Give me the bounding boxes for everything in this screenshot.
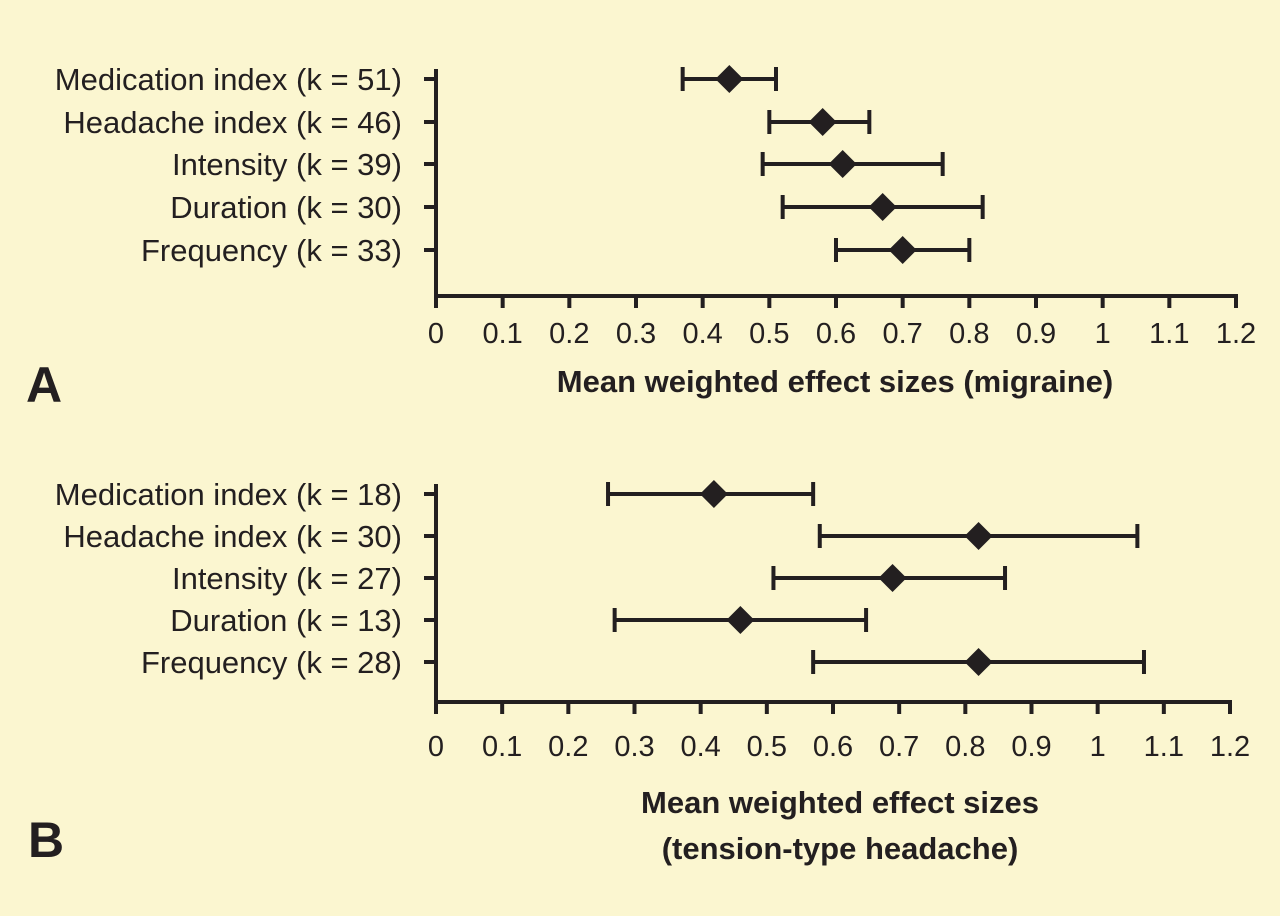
effect-size-diamond bbox=[715, 65, 744, 93]
panel-b-tension-type-headache: 0 0.1 0.2 0.3 0.4 0.5 0.6 0.7 0.8 0.9 1 1.1 1.2 Medic… bbox=[28, 477, 1250, 868]
x-tick-label: 0.5 bbox=[747, 731, 787, 763]
x-tick-label: 0.9 bbox=[1011, 731, 1051, 763]
category-label: Intensity (k = 27) bbox=[172, 561, 402, 596]
panel-a-migraine: 0 0.1 0.2 0.3 0.4 0.5 0.6 0.7 0.8 0.9 1 1.1 1.2 Medic… bbox=[26, 62, 1256, 413]
x-axis-title: (tension-type headache) bbox=[662, 831, 1019, 866]
effect-size-diamond bbox=[878, 564, 907, 592]
x-tick-label: 0.7 bbox=[883, 318, 923, 350]
x-tick-label: 0.6 bbox=[813, 731, 853, 763]
category-label: Medication index (k = 51) bbox=[55, 62, 402, 97]
category-label: Headache index (k = 30) bbox=[63, 519, 402, 554]
x-tick-label: 0.3 bbox=[614, 731, 654, 763]
effect-size-diamond bbox=[808, 108, 837, 136]
x-axis-title: Mean weighted effect sizes (migraine) bbox=[557, 364, 1113, 399]
x-tick-label: 1.1 bbox=[1149, 318, 1189, 350]
x-tick-label: 1.2 bbox=[1210, 731, 1250, 763]
x-tick-label: 0 bbox=[428, 731, 444, 763]
x-tick-label: 0.4 bbox=[683, 318, 723, 350]
effect-size-diamond bbox=[964, 648, 993, 676]
panel-letter: A bbox=[26, 357, 62, 413]
x-tick-label: 0.2 bbox=[549, 318, 589, 350]
effect-size-diamond bbox=[868, 193, 897, 221]
x-tick-label: 0.8 bbox=[945, 731, 985, 763]
category-label: Frequency (k = 33) bbox=[141, 233, 402, 268]
x-tick-label: 1.1 bbox=[1144, 731, 1184, 763]
x-tick-label: 0.9 bbox=[1016, 318, 1056, 350]
x-tick-label: 0.8 bbox=[949, 318, 989, 350]
x-tick-label: 0.2 bbox=[548, 731, 588, 763]
category-label: Medication index (k = 18) bbox=[55, 477, 402, 512]
x-tick-label: 1.2 bbox=[1216, 318, 1256, 350]
effect-size-diamond bbox=[828, 150, 857, 178]
category-label: Frequency (k = 28) bbox=[141, 645, 402, 680]
panel-letter: B bbox=[28, 812, 64, 868]
x-tick-label: 0.4 bbox=[681, 731, 721, 763]
x-tick-label: 0.5 bbox=[749, 318, 789, 350]
x-tick-label: 0.7 bbox=[879, 731, 919, 763]
category-label: Intensity (k = 39) bbox=[172, 147, 402, 182]
x-tick-label: 0.1 bbox=[483, 318, 523, 350]
x-tick-label: 0.6 bbox=[816, 318, 856, 350]
x-tick-label: 0.1 bbox=[482, 731, 522, 763]
effect-size-diamond bbox=[726, 606, 755, 634]
x-tick-label: 0.3 bbox=[616, 318, 656, 350]
category-label: Duration (k = 13) bbox=[170, 603, 402, 638]
x-tick-label: 1 bbox=[1090, 731, 1106, 763]
category-label: Headache index (k = 46) bbox=[63, 105, 402, 140]
category-label: Duration (k = 30) bbox=[170, 190, 402, 225]
effect-size-diamond bbox=[888, 236, 917, 264]
effect-size-diamond bbox=[699, 480, 728, 508]
x-axis-title: Mean weighted effect sizes bbox=[641, 785, 1039, 820]
x-tick-label: 1 bbox=[1095, 318, 1111, 350]
effect-size-diamond bbox=[964, 522, 993, 550]
x-tick-label: 0 bbox=[428, 318, 444, 350]
